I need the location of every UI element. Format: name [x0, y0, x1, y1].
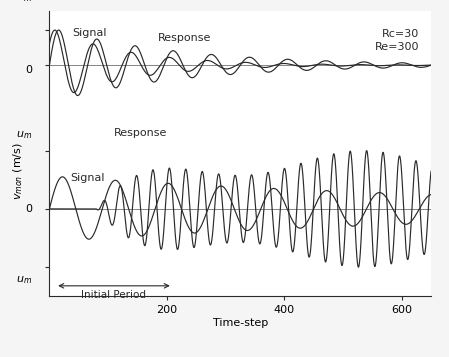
Text: Signal: Signal: [72, 29, 106, 39]
Text: $u_m$: $u_m$: [16, 129, 32, 141]
Text: Response: Response: [158, 33, 211, 43]
Text: Response: Response: [114, 128, 167, 138]
Text: Rc=30: Rc=30: [382, 29, 419, 39]
Text: Re=300: Re=300: [375, 42, 419, 52]
X-axis label: Time-step: Time-step: [212, 318, 268, 328]
Text: 0: 0: [25, 204, 32, 214]
Text: Signal: Signal: [70, 173, 105, 183]
Text: $v_{mon}$ (m/s): $v_{mon}$ (m/s): [11, 142, 25, 200]
Text: $u_m$: $u_m$: [16, 274, 32, 286]
Text: 0: 0: [25, 65, 32, 75]
Text: Initial Period: Initial Period: [81, 290, 146, 300]
Text: $u_m$: $u_m$: [16, 0, 32, 4]
